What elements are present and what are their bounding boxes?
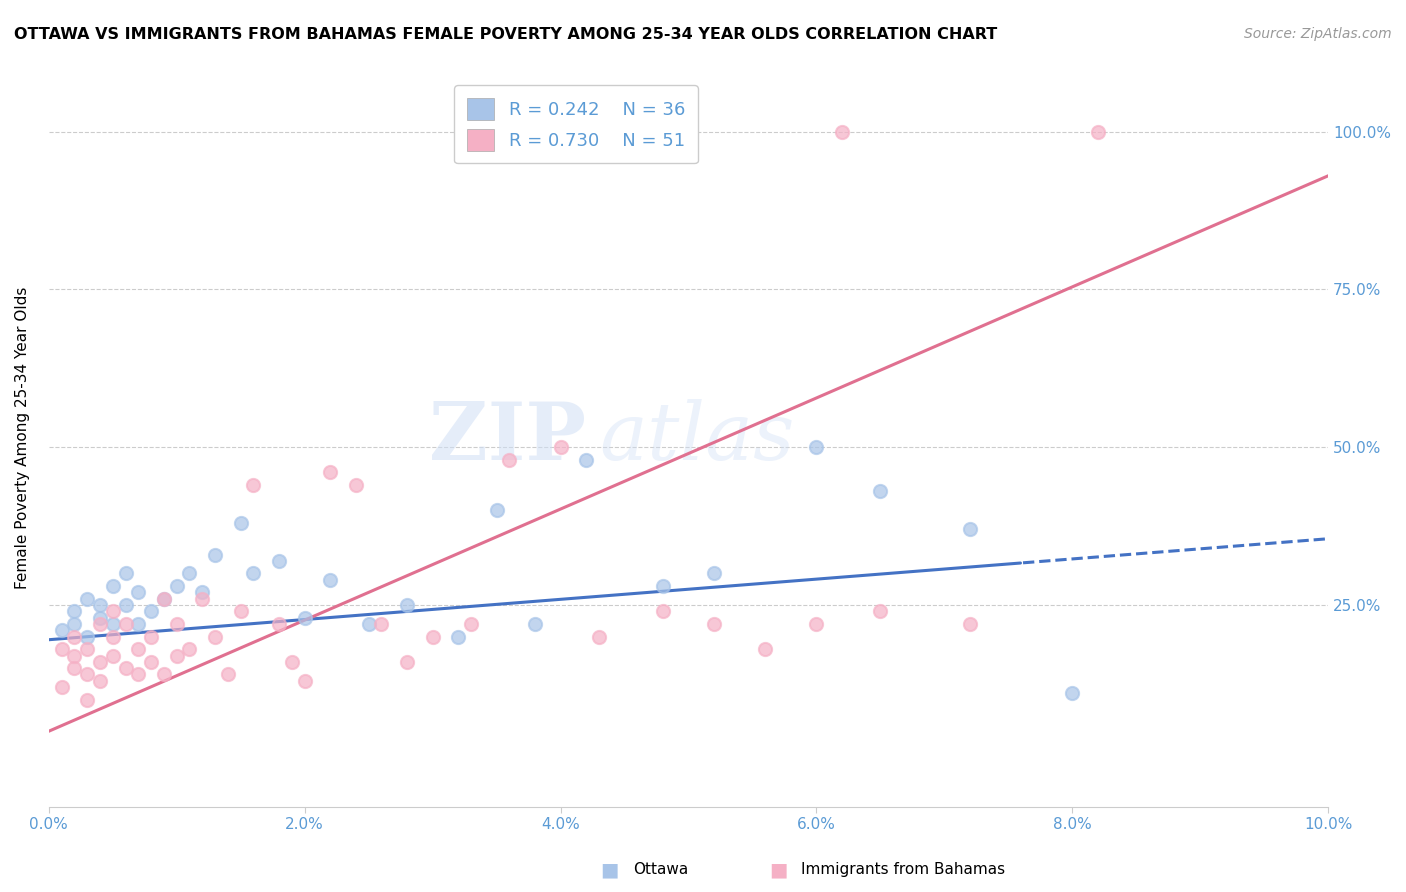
Point [166,648,188,663]
Point [294,610,316,624]
Point [76,667,98,681]
Point [575,453,598,467]
Point [1087,125,1109,139]
Point [281,655,304,669]
Point [89,610,111,624]
Point [242,566,264,581]
Point [204,548,226,562]
Point [127,585,149,599]
Point [651,579,673,593]
Point [754,642,776,657]
Point [550,440,572,454]
Y-axis label: Female Poverty Among 25-34 Year Olds: Female Poverty Among 25-34 Year Olds [15,286,30,589]
Point [319,466,342,480]
Point [357,616,380,631]
Point [89,655,111,669]
Point [344,478,367,492]
Point [806,440,828,454]
Point [703,616,725,631]
Text: ZIP: ZIP [429,399,586,476]
Point [89,598,111,612]
Point [447,630,470,644]
Point [127,667,149,681]
Point [139,604,162,618]
Point [678,125,700,139]
Point [498,453,520,467]
Point [831,125,853,139]
Text: Immigrants from Bahamas: Immigrants from Bahamas [801,863,1005,877]
Point [63,648,86,663]
Text: Source: ZipAtlas.com: Source: ZipAtlas.com [1244,27,1392,41]
Point [191,585,214,599]
Text: ■: ■ [769,860,787,880]
Point [869,484,891,499]
Point [51,642,73,657]
Point [89,673,111,688]
Point [191,591,214,606]
Point [485,503,508,517]
Point [370,616,392,631]
Point [139,655,162,669]
Point [179,566,201,581]
Point [959,616,981,631]
Point [76,692,98,706]
Text: ■: ■ [600,860,619,880]
Point [101,616,124,631]
Point [101,604,124,618]
Point [63,616,86,631]
Point [76,630,98,644]
Point [267,616,290,631]
Point [114,598,136,612]
Point [114,566,136,581]
Point [51,680,73,694]
Point [806,616,828,631]
Point [153,591,176,606]
Text: Ottawa: Ottawa [633,863,688,877]
Point [89,616,111,631]
Point [76,642,98,657]
Text: OTTAWA VS IMMIGRANTS FROM BAHAMAS FEMALE POVERTY AMONG 25-34 YEAR OLDS CORRELATI: OTTAWA VS IMMIGRANTS FROM BAHAMAS FEMALE… [14,27,997,42]
Point [217,667,239,681]
Point [422,630,444,644]
Point [63,630,86,644]
Point [153,667,176,681]
Point [101,648,124,663]
Point [114,616,136,631]
Point [294,673,316,688]
Point [267,554,290,568]
Point [395,598,418,612]
Text: atlas: atlas [599,399,794,476]
Point [153,591,176,606]
Point [127,642,149,657]
Point [51,624,73,638]
Point [63,661,86,675]
Point [76,591,98,606]
Point [460,616,482,631]
Point [959,522,981,536]
Point [63,604,86,618]
Point [101,630,124,644]
Point [229,516,252,530]
Point [114,661,136,675]
Point [101,579,124,593]
Point [139,630,162,644]
Point [204,630,226,644]
Point [1062,686,1084,700]
Point [166,579,188,593]
Point [523,616,546,631]
Point [588,630,610,644]
Point [703,566,725,581]
Point [869,604,891,618]
Point [166,616,188,631]
Point [179,642,201,657]
Point [395,655,418,669]
Point [127,616,149,631]
Legend: R = 0.242    N = 36, R = 0.730    N = 51: R = 0.242 N = 36, R = 0.730 N = 51 [454,85,697,163]
Point [651,604,673,618]
Point [229,604,252,618]
Point [242,478,264,492]
Point [319,573,342,587]
